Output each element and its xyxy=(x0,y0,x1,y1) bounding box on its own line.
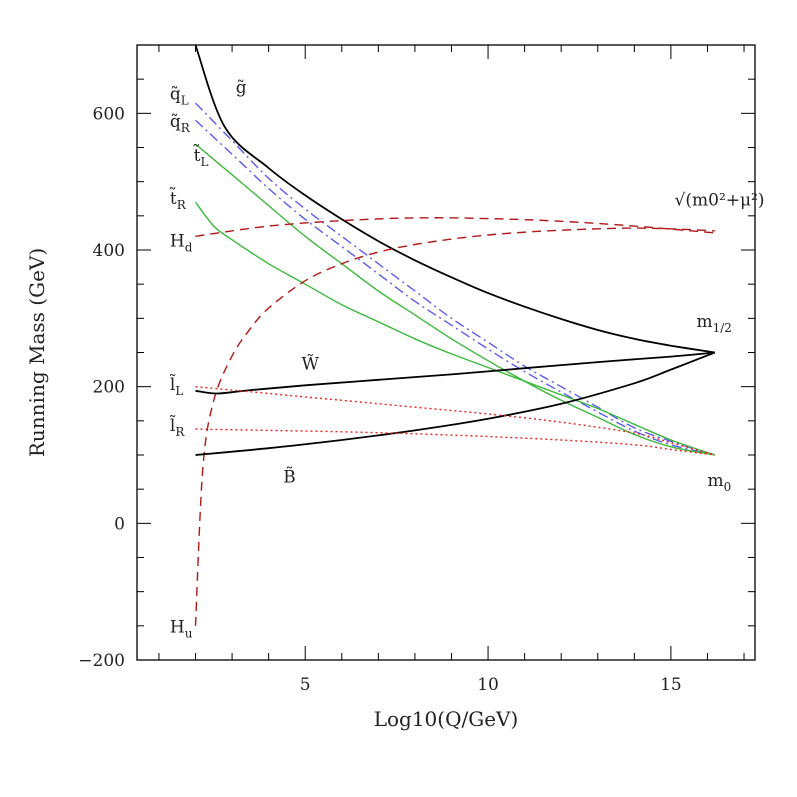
curve-label-m12: m1/2 xyxy=(696,312,731,335)
y-tick-label: 200 xyxy=(93,378,125,398)
x-tick-label: 15 xyxy=(660,675,682,695)
y-tick-label: 400 xyxy=(93,241,125,261)
y-tick-label: −200 xyxy=(78,651,125,671)
curve-label-Hd: Hd xyxy=(170,232,193,255)
series-line-gluino xyxy=(194,44,715,354)
series-line-sqrt-m0-2-mu-2- xyxy=(194,227,715,626)
series-line-hd xyxy=(195,217,715,237)
curve-label-bino: B̃ xyxy=(283,467,296,487)
axis-ticks: 5 10 15 −200 0 200 400 600 xyxy=(78,44,755,695)
curve-label-lL: l̃L xyxy=(170,374,183,398)
series-line-wino xyxy=(195,351,715,395)
series-line-tr xyxy=(194,201,716,456)
y-tick-label: 0 xyxy=(114,514,125,534)
x-axis-title: Log10(Q/GeV) xyxy=(374,707,519,731)
y-axis-title: Running Mass (GeV) xyxy=(25,248,49,457)
curve-labels: g̃ q̃L q̃Rt̃L t̃R Hd √(m0²+μ²) m1/2 W̃ l̃L l̃R B̃ m… xyxy=(169,78,765,641)
curve-label-qL: q̃L xyxy=(170,85,189,108)
curve-label-m0: m0 xyxy=(707,471,731,494)
axis-titles: Log10(Q/GeV) Running Mass (GeV) xyxy=(25,248,518,731)
curve-label-wino: W̃ xyxy=(302,354,320,374)
x-tick-label: 5 xyxy=(300,675,311,695)
curve-label-Hu: Hu xyxy=(170,618,193,641)
curve-label-lR: l̃R xyxy=(170,415,185,439)
curve-label-tL: t̃L xyxy=(193,144,209,169)
series-line-bino xyxy=(195,351,716,456)
series-lines xyxy=(194,44,716,626)
curve-label-sqrt: √(m0²+μ²) xyxy=(675,191,765,211)
x-tick-label: 10 xyxy=(477,675,499,695)
series-line-lr xyxy=(195,428,715,456)
series-line-ql xyxy=(195,102,716,456)
curve-label-qR: q̃R xyxy=(170,112,191,135)
curve-label-gluino: g̃ xyxy=(236,78,247,98)
series-line-qr xyxy=(195,119,715,456)
series-line-tl xyxy=(195,143,715,456)
curve-label-tR: t̃R xyxy=(169,188,187,213)
y-tick-label: 600 xyxy=(93,104,125,124)
